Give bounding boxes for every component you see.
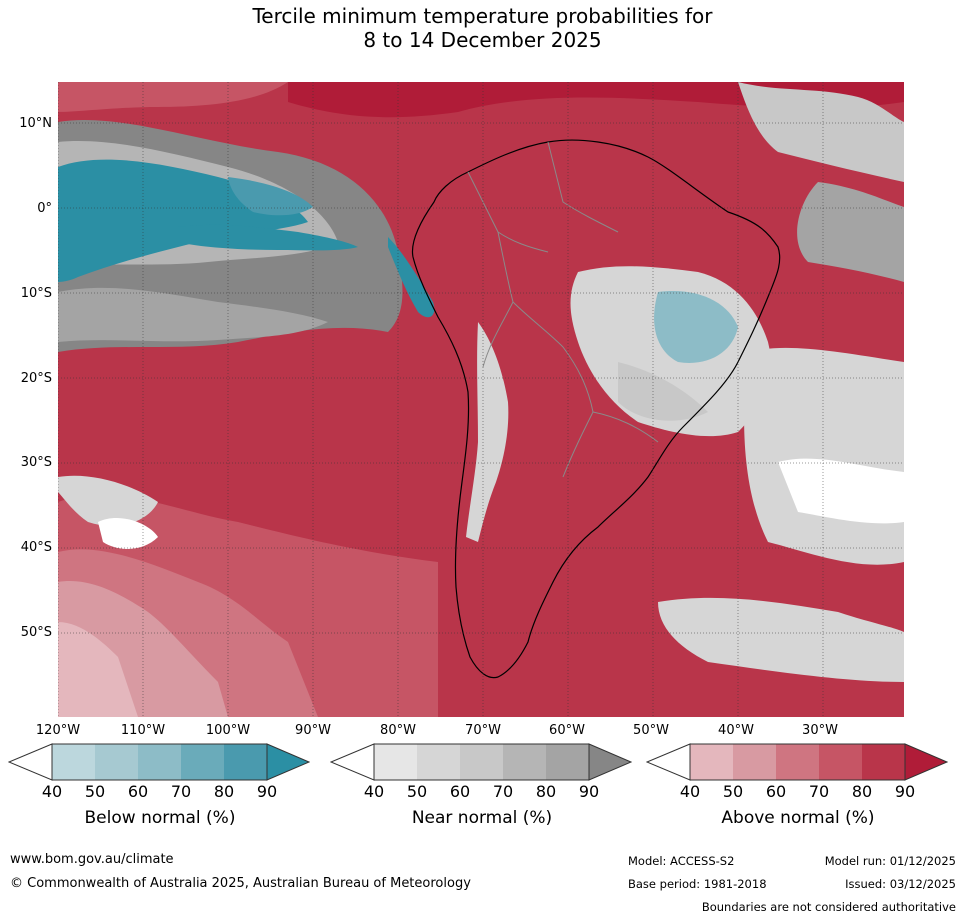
region-atlantic-near-2	[797, 182, 904, 282]
cbar-above-tick: 40	[679, 782, 701, 801]
cbar-below-swatch-5	[224, 744, 267, 780]
cbar-below-swatch-1	[52, 744, 95, 780]
probability-map	[58, 82, 904, 717]
lat-label-20s: 20°S	[20, 371, 52, 386]
colorbar-below	[8, 743, 310, 781]
lon-label-40w: 40°W	[718, 723, 754, 738]
lat-label-40s: 40°S	[20, 540, 52, 555]
region-peru-coast-below	[388, 237, 435, 318]
cbar-above-tick: 80	[851, 782, 873, 801]
colorbar-above	[646, 743, 948, 781]
lon-label-80w: 80°W	[380, 723, 416, 738]
region-atlantic-white	[778, 458, 904, 524]
lat-label-30s: 30°S	[20, 455, 52, 470]
cbar-near-swatch-2	[417, 744, 460, 780]
title-line-2: 8 to 14 December 2025	[363, 28, 602, 52]
continent-outline	[411, 139, 781, 679]
graticule	[58, 82, 904, 717]
lon-label-110w: 110°W	[120, 723, 166, 738]
cbar-above-tick: 90	[894, 782, 916, 801]
region-below-normal-80	[228, 177, 313, 216]
cbar-below-frame	[51, 743, 268, 781]
cbar-below-tick: 50	[84, 782, 106, 801]
title-line-1: Tercile minimum temperature probabilitie…	[252, 4, 713, 28]
cbar-below-high-end	[266, 743, 310, 781]
cbar-near-low-end	[330, 743, 375, 781]
cbar-above-high-end	[904, 743, 948, 781]
cbar-above-title: Above normal (%)	[721, 808, 875, 828]
cbar-near-tick: 90	[578, 782, 600, 801]
disclaimer-text: Boundaries are not considered authoritat…	[701, 900, 956, 914]
lon-label-100w: 100°W	[205, 723, 251, 738]
region-pacific-near-1	[58, 475, 158, 526]
base-period-text: Base period: 1981-2018	[628, 877, 767, 891]
lat-label-0: 0°	[37, 201, 52, 216]
lon-label-50w: 50°W	[633, 723, 669, 738]
cbar-near-tick: 80	[535, 782, 557, 801]
cbar-near-tick: 70	[492, 782, 514, 801]
cbar-near-high-end	[588, 743, 632, 781]
cbar-near-swatch-3	[460, 744, 503, 780]
cbar-below-swatch-4	[181, 744, 224, 780]
cbar-below-tick: 70	[170, 782, 192, 801]
cbar-below-swatch-2	[95, 744, 138, 780]
cbar-near-frame	[373, 743, 590, 781]
model-text: Model: ACCESS-S2	[628, 854, 735, 868]
region-brazil-near-2	[618, 362, 708, 421]
lon-label-60w: 60°W	[549, 723, 585, 738]
region-pacific-south-40	[58, 622, 138, 717]
cbar-above-tick: 50	[722, 782, 744, 801]
cbar-near-swatch-1	[374, 744, 417, 780]
lat-label-50s: 50°S	[20, 625, 52, 640]
region-northwest-above-70	[58, 82, 288, 112]
cbar-below-tick: 80	[213, 782, 235, 801]
region-andes-near	[466, 322, 509, 542]
lon-label-90w: 90°W	[295, 723, 331, 738]
region-south-atlantic-near	[658, 597, 904, 682]
map-svg	[58, 82, 904, 717]
issued-text: Issued: 03/12/2025	[845, 877, 956, 891]
cbar-near-swatch-5	[546, 744, 589, 780]
colorbar-near	[330, 743, 632, 781]
website-link[interactable]: www.bom.gov.au/climate	[10, 852, 174, 867]
cbar-above-swatch-3	[776, 744, 819, 780]
cbar-above-tick: 60	[765, 782, 787, 801]
chart-title: Tercile minimum temperature probabilitie…	[0, 4, 965, 52]
cbar-near-tick: 50	[406, 782, 428, 801]
lat-label-10s: 10°S	[20, 286, 52, 301]
lon-label-30w: 30°W	[802, 723, 838, 738]
copyright-text: © Commonwealth of Australia 2025, Austra…	[10, 876, 471, 891]
country-borders	[467, 141, 659, 478]
cbar-above-low-end	[646, 743, 691, 781]
cbar-below-tick: 60	[127, 782, 149, 801]
region-equatorial-near-85	[58, 287, 328, 342]
cbar-above-swatch-5	[862, 744, 905, 780]
cbar-above-frame	[689, 743, 906, 781]
lon-label-120w: 120°W	[35, 723, 81, 738]
cbar-above-swatch-4	[819, 744, 862, 780]
cbar-below-tick: 90	[256, 782, 278, 801]
lat-label-10n: 10°N	[19, 116, 52, 131]
cbar-below-tick: 40	[41, 782, 63, 801]
region-atlantic-near-1	[738, 82, 904, 182]
cbar-near-swatch-4	[503, 744, 546, 780]
cbar-above-swatch-2	[733, 744, 776, 780]
cbar-near-tick: 60	[449, 782, 471, 801]
cbar-near-title: Near normal (%)	[411, 808, 553, 828]
region-brazil-below	[654, 291, 738, 363]
cbar-above-tick: 70	[808, 782, 830, 801]
cbar-near-tick: 40	[363, 782, 385, 801]
cbar-below-low-end	[8, 743, 53, 781]
cbar-above-swatch-1	[690, 744, 733, 780]
cbar-below-swatch-3	[138, 744, 181, 780]
cbar-below-title: Below normal (%)	[84, 808, 236, 828]
model-run-text: Model run: 01/12/2025	[824, 854, 956, 868]
lon-label-70w: 70°W	[465, 723, 501, 738]
